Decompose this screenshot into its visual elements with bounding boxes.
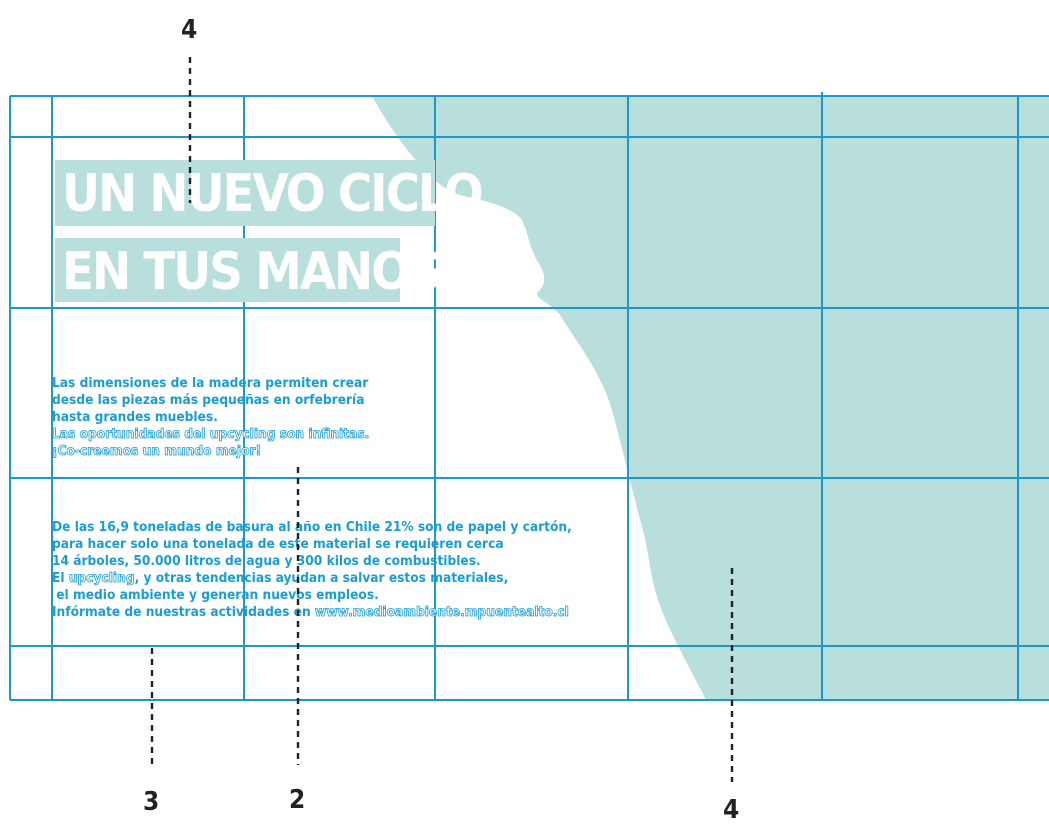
paragraph-waste-line1: De las 16,9 toneladas de basura al año e… bbox=[52, 519, 572, 535]
title-line2-background bbox=[55, 238, 400, 302]
title-line1-background bbox=[55, 160, 435, 226]
paragraph-wood-line1: Las dimensiones de la madera permiten cr… bbox=[52, 375, 369, 391]
paragraph-wood-line3: hasta grandes muebles. bbox=[52, 409, 218, 425]
title-line2: EN TUS MANOS bbox=[62, 242, 443, 302]
callout-bottom-right: 4 bbox=[723, 795, 740, 825]
callout-bottom-left: 3 bbox=[143, 787, 160, 817]
website-link: www.medioambiente.mpuentealto.cl bbox=[314, 604, 570, 621]
callout-top: 4 bbox=[181, 15, 198, 45]
paragraph-wood: Las dimensiones de la madera permiten cr… bbox=[52, 375, 370, 460]
grid-horizontal-lines bbox=[10, 95, 1049, 701]
callout-bottom-middle: 2 bbox=[289, 785, 306, 815]
paragraph-waste-line3: 14 árboles, 50.000 litros de agua y 300 … bbox=[52, 553, 481, 569]
paragraph-waste-line4-suffix: , y otras tendencias ayudan a salvar est… bbox=[134, 570, 509, 586]
teal-shape bbox=[372, 96, 1049, 700]
paragraph-waste-line5: el medio ambiente y generan nuevos emple… bbox=[52, 587, 379, 603]
upcycling-highlight: upcycling bbox=[68, 570, 135, 587]
paragraph-waste-line4: El upcycling, y otras tendencias ayudan … bbox=[52, 570, 572, 587]
paragraph-waste-line6: Infórmate de nuestras actividades en www… bbox=[52, 604, 572, 621]
paragraph-waste-line6-prefix: Infórmate de nuestras actividades en bbox=[52, 604, 315, 620]
paragraph-waste: De las 16,9 toneladas de basura al año e… bbox=[52, 519, 572, 621]
title-line1: UN NUEVO CICLO bbox=[62, 164, 484, 224]
paragraph-waste-line2: para hacer solo una tonelada de este mat… bbox=[52, 536, 504, 552]
paragraph-wood-line2: desde las piezas más pequeñas en orfebre… bbox=[52, 392, 365, 408]
paragraph-wood-line4: Las oportunidades del upcycling son infi… bbox=[52, 426, 370, 443]
paragraph-waste-line4-prefix: El bbox=[52, 570, 69, 586]
paragraph-wood-line5: ¡Co-creemos un mundo mejor! bbox=[52, 443, 262, 460]
grid-vertical-lines bbox=[9, 92, 1019, 700]
